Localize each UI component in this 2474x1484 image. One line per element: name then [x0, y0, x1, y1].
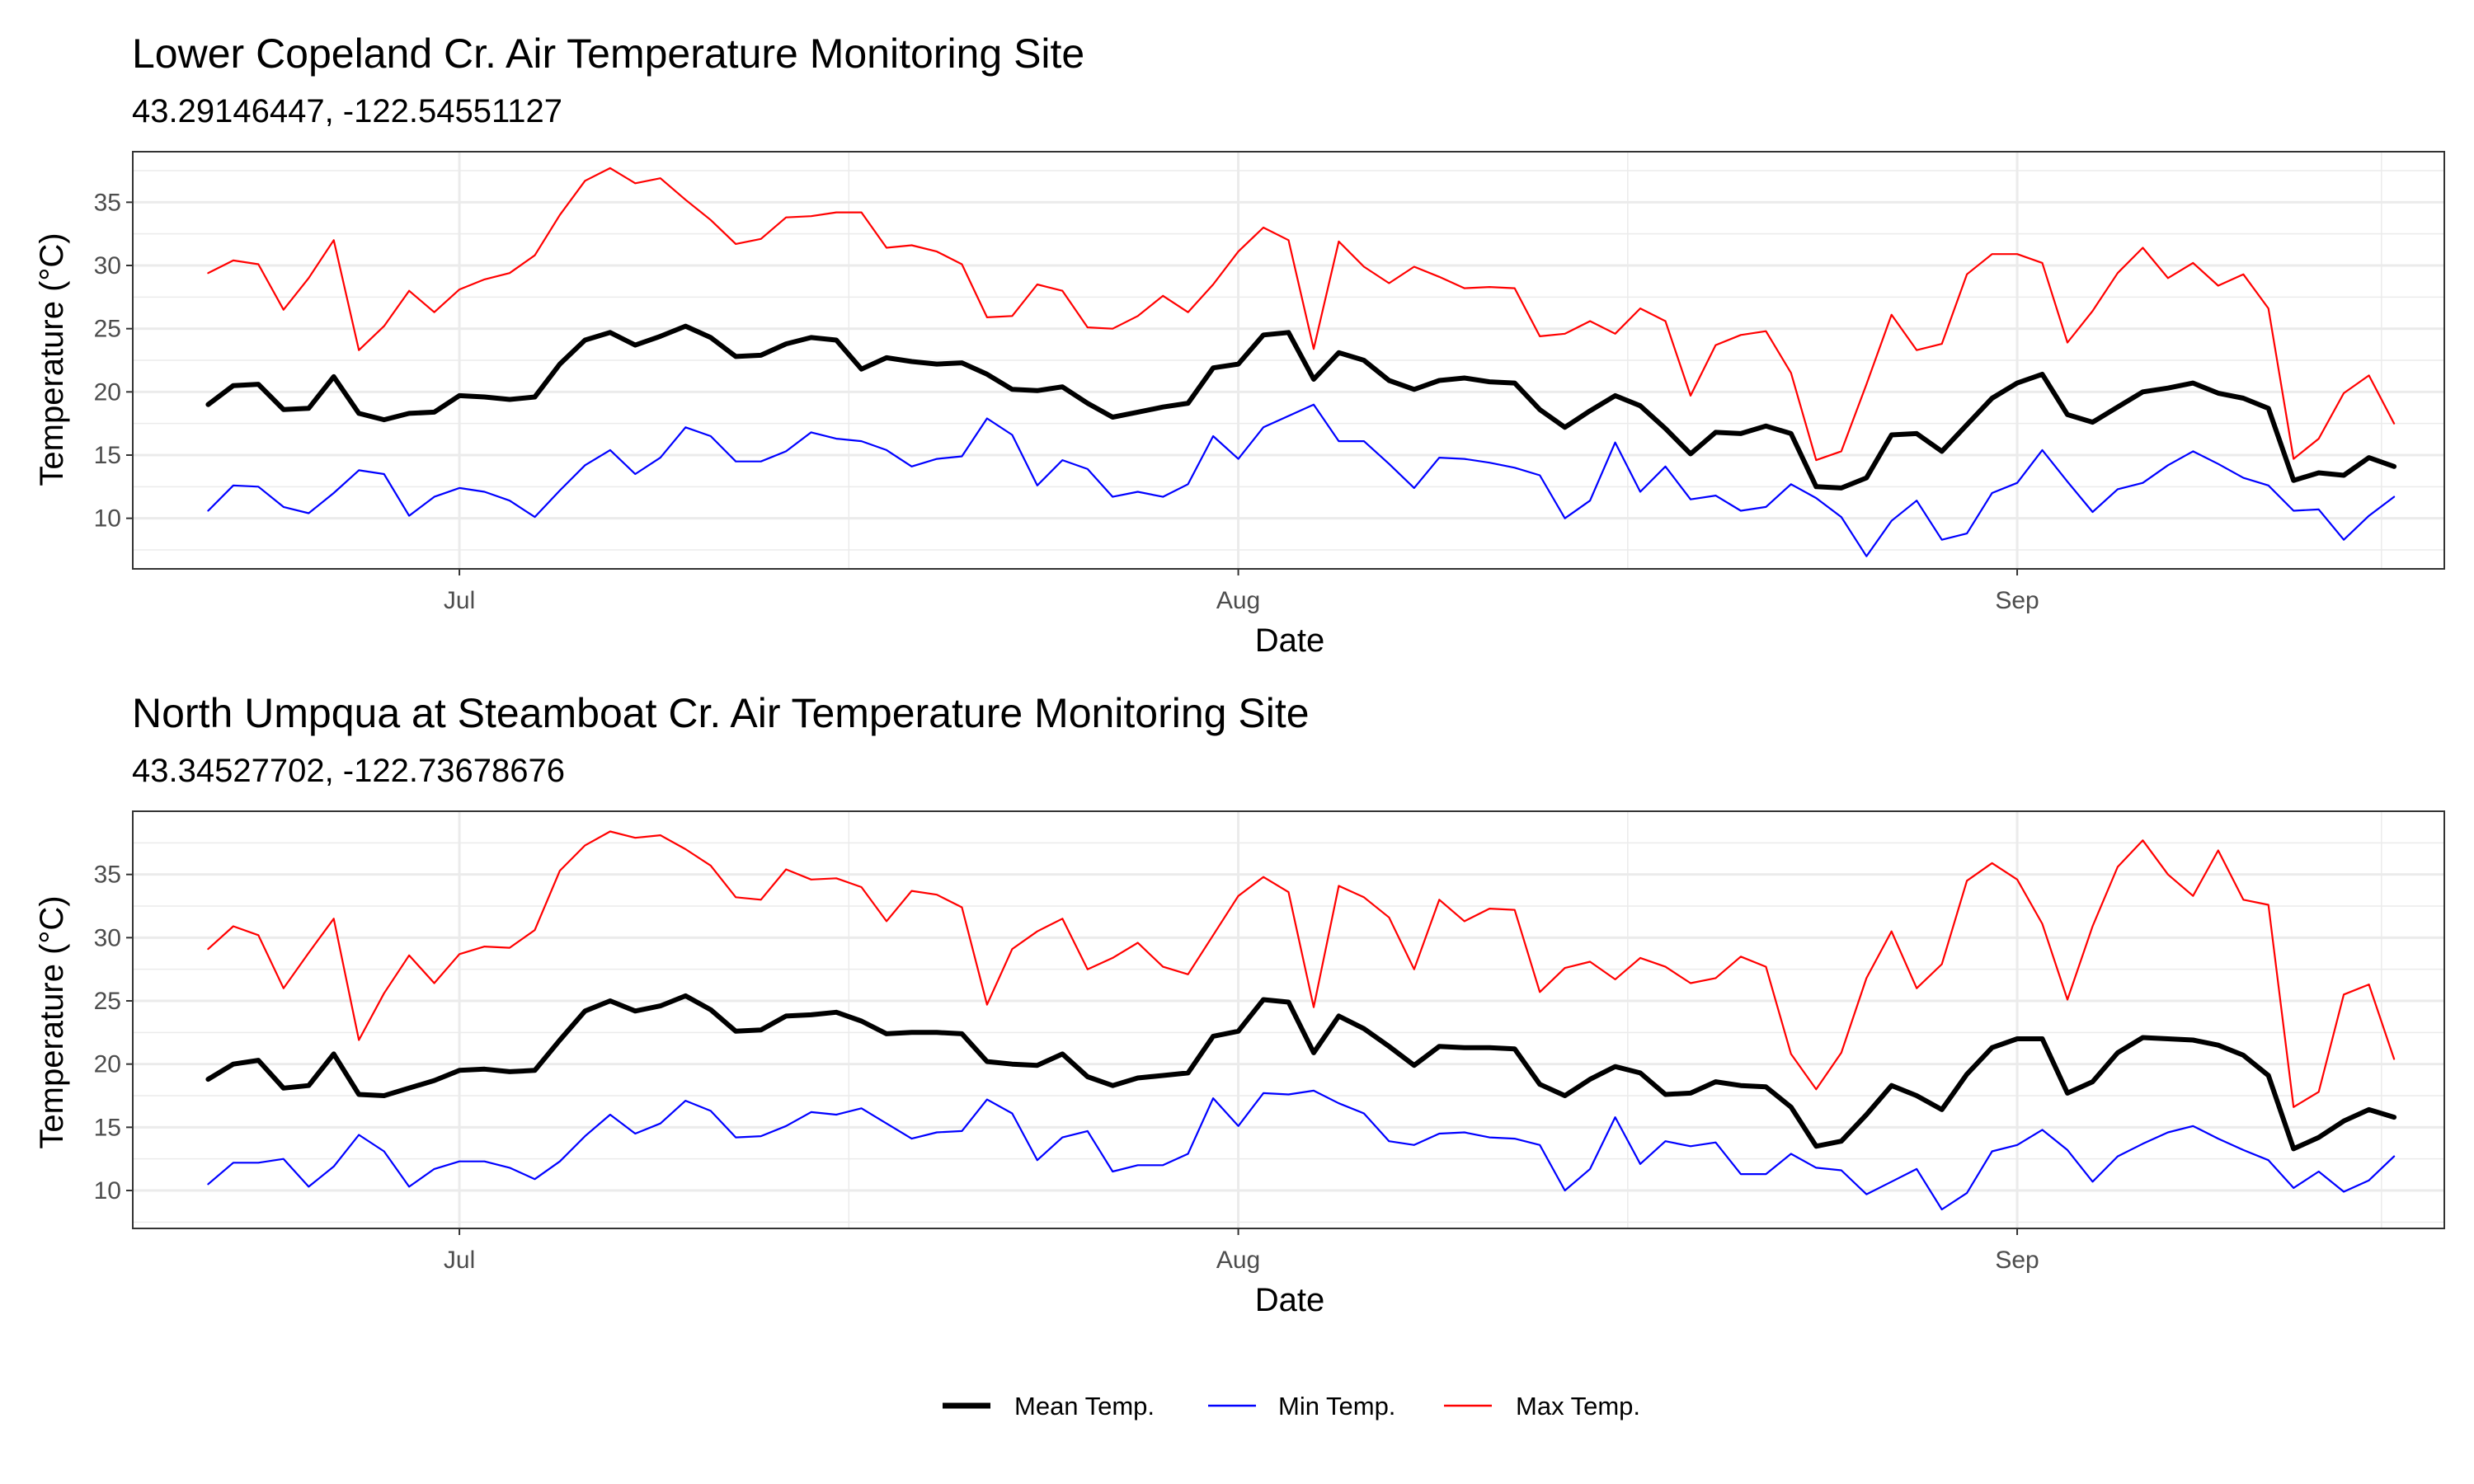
- panel-1-y-axis-label: Temperature (°C): [34, 232, 70, 486]
- panel-2-border: [132, 810, 2445, 1229]
- panel-1-x-tick-label: Sep: [1995, 587, 2039, 614]
- panel-1-x-tick-label: Jul: [444, 587, 475, 614]
- panel-2-y-tick-label: 10: [94, 1177, 121, 1205]
- panel-2-plot: 10 15 20 25 30 35 Jul Aug Sep: [94, 810, 2445, 1274]
- panel-1-y-tick-label: 20: [94, 378, 121, 406]
- panel-1-plot: 10 15 20 25 30 35 Jul Aug Sep: [94, 151, 2445, 614]
- panel-2-subtitle: 43.34527702, -122.73678676: [132, 753, 565, 789]
- panel-1-y-tick-label: 30: [94, 252, 121, 279]
- panel-1-x-tick-label: Aug: [1216, 587, 1260, 614]
- panel-2-y-tick-label: 15: [94, 1114, 121, 1141]
- panel-1-series-mean-temp-line: [205, 323, 2397, 491]
- panel-2-y-tick-label: 30: [94, 924, 121, 951]
- panel-2-x-tick-label: Aug: [1216, 1247, 1260, 1274]
- panel-1-title: Lower Copeland Cr. Air Temperature Monit…: [132, 31, 1084, 77]
- panel-1-series-max-temp-line: [207, 167, 2396, 462]
- panel-2-y-axis-label: Temperature (°C): [34, 895, 70, 1148]
- panel-1-border: [132, 151, 2445, 570]
- panel-2-x-tick-label: Jul: [444, 1247, 475, 1274]
- panel-1-x-axis-label: Date: [1255, 622, 1325, 659]
- panel-2-title: North Umpqua at Steamboat Cr. Air Temper…: [132, 690, 1310, 736]
- panel-2-y-tick-label: 20: [94, 1051, 121, 1078]
- panel-2-series-mean-temp-line: [205, 993, 2397, 1152]
- panel-1-subtitle: 43.29146447, -122.54551127: [132, 93, 562, 129]
- panel-2-x-axis-label: Date: [1255, 1282, 1325, 1318]
- legend: Mean Temp. Min Temp. Max Temp.: [943, 1392, 1640, 1421]
- legend-label-max: Max Temp.: [1516, 1392, 1640, 1421]
- panel-1-y-tick-label: 35: [94, 189, 121, 216]
- panel-1-y-tick-label: 10: [94, 505, 121, 533]
- legend-label-mean: Mean Temp.: [1014, 1392, 1155, 1421]
- panel-2-y-tick-label: 35: [94, 862, 121, 889]
- panel-2-series-min-temp-line: [207, 1089, 2396, 1211]
- panel-1-y-tick-label: 15: [94, 442, 121, 469]
- panel-2-series-max-temp-line: [207, 830, 2396, 1108]
- panel-2-x-tick-label: Sep: [1995, 1247, 2039, 1274]
- panel-1-series-min-temp-line: [207, 403, 2396, 557]
- panel-1-y-tick-label: 25: [94, 316, 121, 343]
- panel-2-y-tick-label: 25: [94, 988, 121, 1015]
- legend-label-min: Min Temp.: [1278, 1392, 1395, 1421]
